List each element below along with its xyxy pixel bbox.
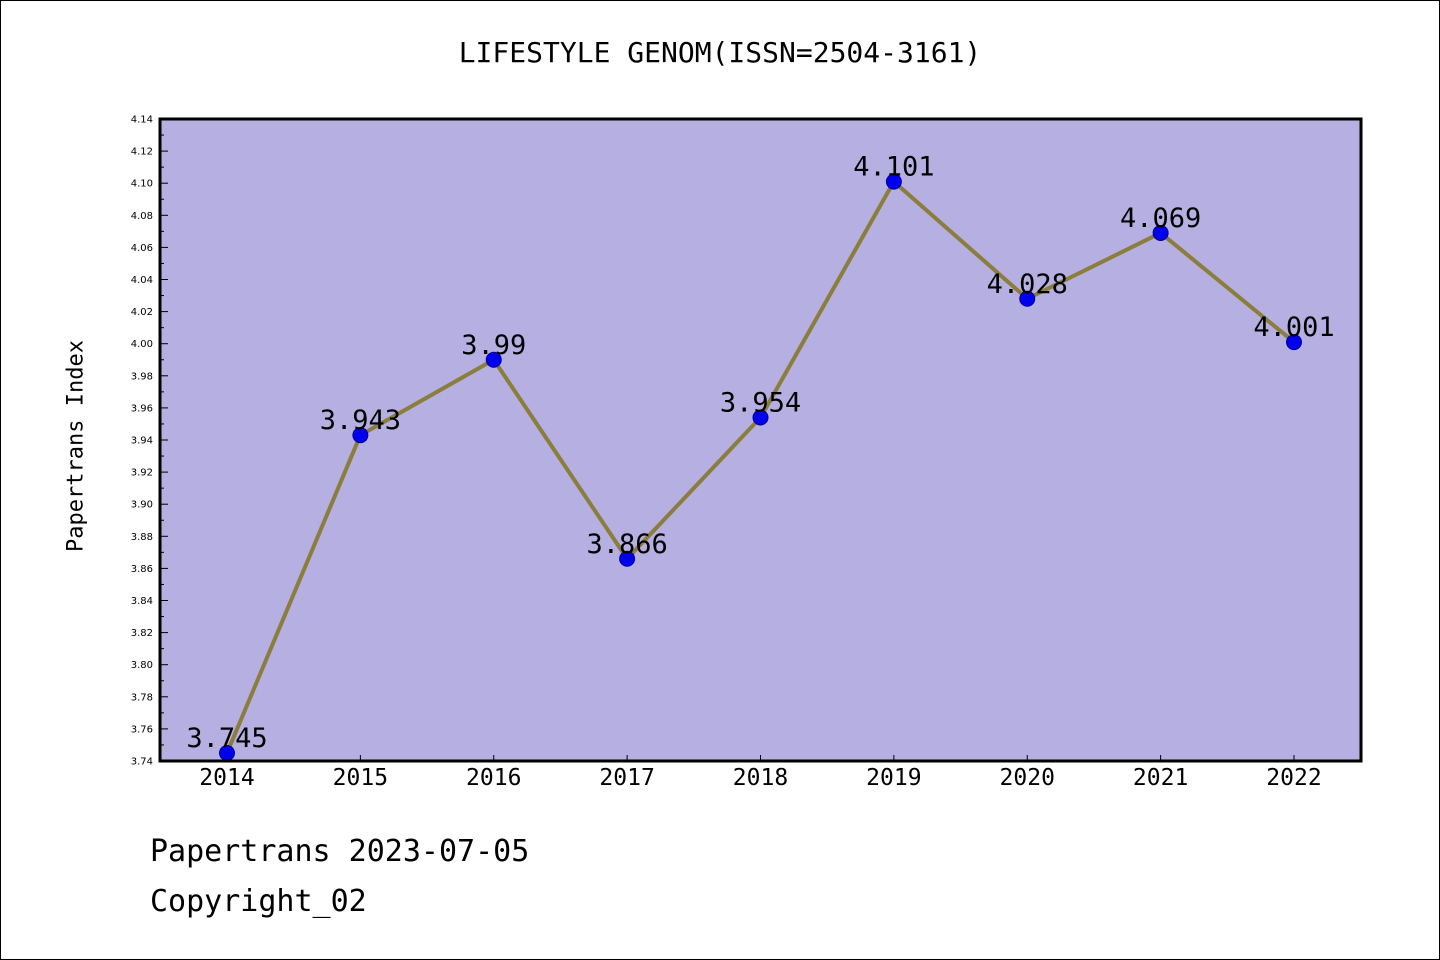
chart-title: LIFESTYLE GENOM(ISSN=2504-3161) bbox=[458, 36, 982, 69]
data-point bbox=[352, 427, 369, 444]
data-point bbox=[752, 409, 769, 426]
data-label: 4.069 bbox=[1120, 203, 1201, 234]
y-tick-label: 3.90 bbox=[131, 500, 153, 511]
y-tick-label: 3.76 bbox=[131, 724, 153, 735]
data-label: 3.954 bbox=[720, 388, 801, 419]
y-tick-label: 3.86 bbox=[131, 564, 153, 575]
y-tick-label: 4.12 bbox=[131, 147, 153, 158]
data-point bbox=[1152, 224, 1169, 241]
data-label: 3.99 bbox=[461, 330, 526, 361]
data-point bbox=[619, 550, 636, 567]
footer-date: Papertrans 2023-07-05 bbox=[150, 834, 530, 869]
x-tick-label: 2017 bbox=[599, 765, 654, 791]
y-tick-label: 3.96 bbox=[131, 403, 153, 414]
x-tick-label: 2015 bbox=[333, 765, 388, 791]
data-label: 4.028 bbox=[987, 269, 1068, 300]
data-point bbox=[485, 351, 502, 368]
x-tick-label: 2021 bbox=[1133, 765, 1188, 791]
y-tick-label: 3.88 bbox=[131, 532, 153, 543]
y-tick-label: 3.84 bbox=[131, 596, 153, 607]
x-tick-label: 2014 bbox=[199, 765, 254, 791]
data-label: 4.001 bbox=[1253, 312, 1334, 343]
data-label: 3.745 bbox=[186, 723, 267, 754]
x-tick-label: 2018 bbox=[733, 765, 788, 791]
y-tick-label: 3.74 bbox=[131, 757, 153, 768]
x-tick-label: 2022 bbox=[1266, 765, 1321, 791]
y-tick-label: 3.92 bbox=[131, 468, 153, 479]
y-tick-label: 4.00 bbox=[131, 339, 153, 350]
y-tick-label: 4.14 bbox=[131, 115, 153, 126]
x-tick-label: 2019 bbox=[866, 765, 921, 791]
y-tick-label: 3.78 bbox=[131, 692, 153, 703]
y-tick-label: 3.82 bbox=[131, 628, 153, 639]
y-tick-label: 4.04 bbox=[131, 275, 153, 286]
y-tick-label: 3.98 bbox=[131, 371, 153, 382]
y-tick-label: 4.06 bbox=[131, 243, 153, 254]
data-label: 3.866 bbox=[586, 529, 667, 560]
data-point bbox=[885, 173, 902, 190]
x-tick-label: 2020 bbox=[1000, 765, 1055, 791]
y-tick-label: 3.94 bbox=[131, 436, 153, 447]
data-label: 3.943 bbox=[320, 405, 401, 436]
plot-border bbox=[158, 117, 1363, 763]
footer-copyright: Copyright_02 bbox=[150, 884, 367, 919]
y-tick-label: 4.02 bbox=[131, 307, 153, 318]
data-point bbox=[1019, 290, 1036, 307]
y-tick-label: 4.08 bbox=[131, 211, 153, 222]
y-tick-label: 4.10 bbox=[131, 179, 153, 190]
x-tick-label: 2016 bbox=[466, 765, 521, 791]
data-label: 4.101 bbox=[853, 152, 934, 183]
y-tick-label: 3.80 bbox=[131, 660, 153, 671]
data-point bbox=[1286, 334, 1302, 351]
